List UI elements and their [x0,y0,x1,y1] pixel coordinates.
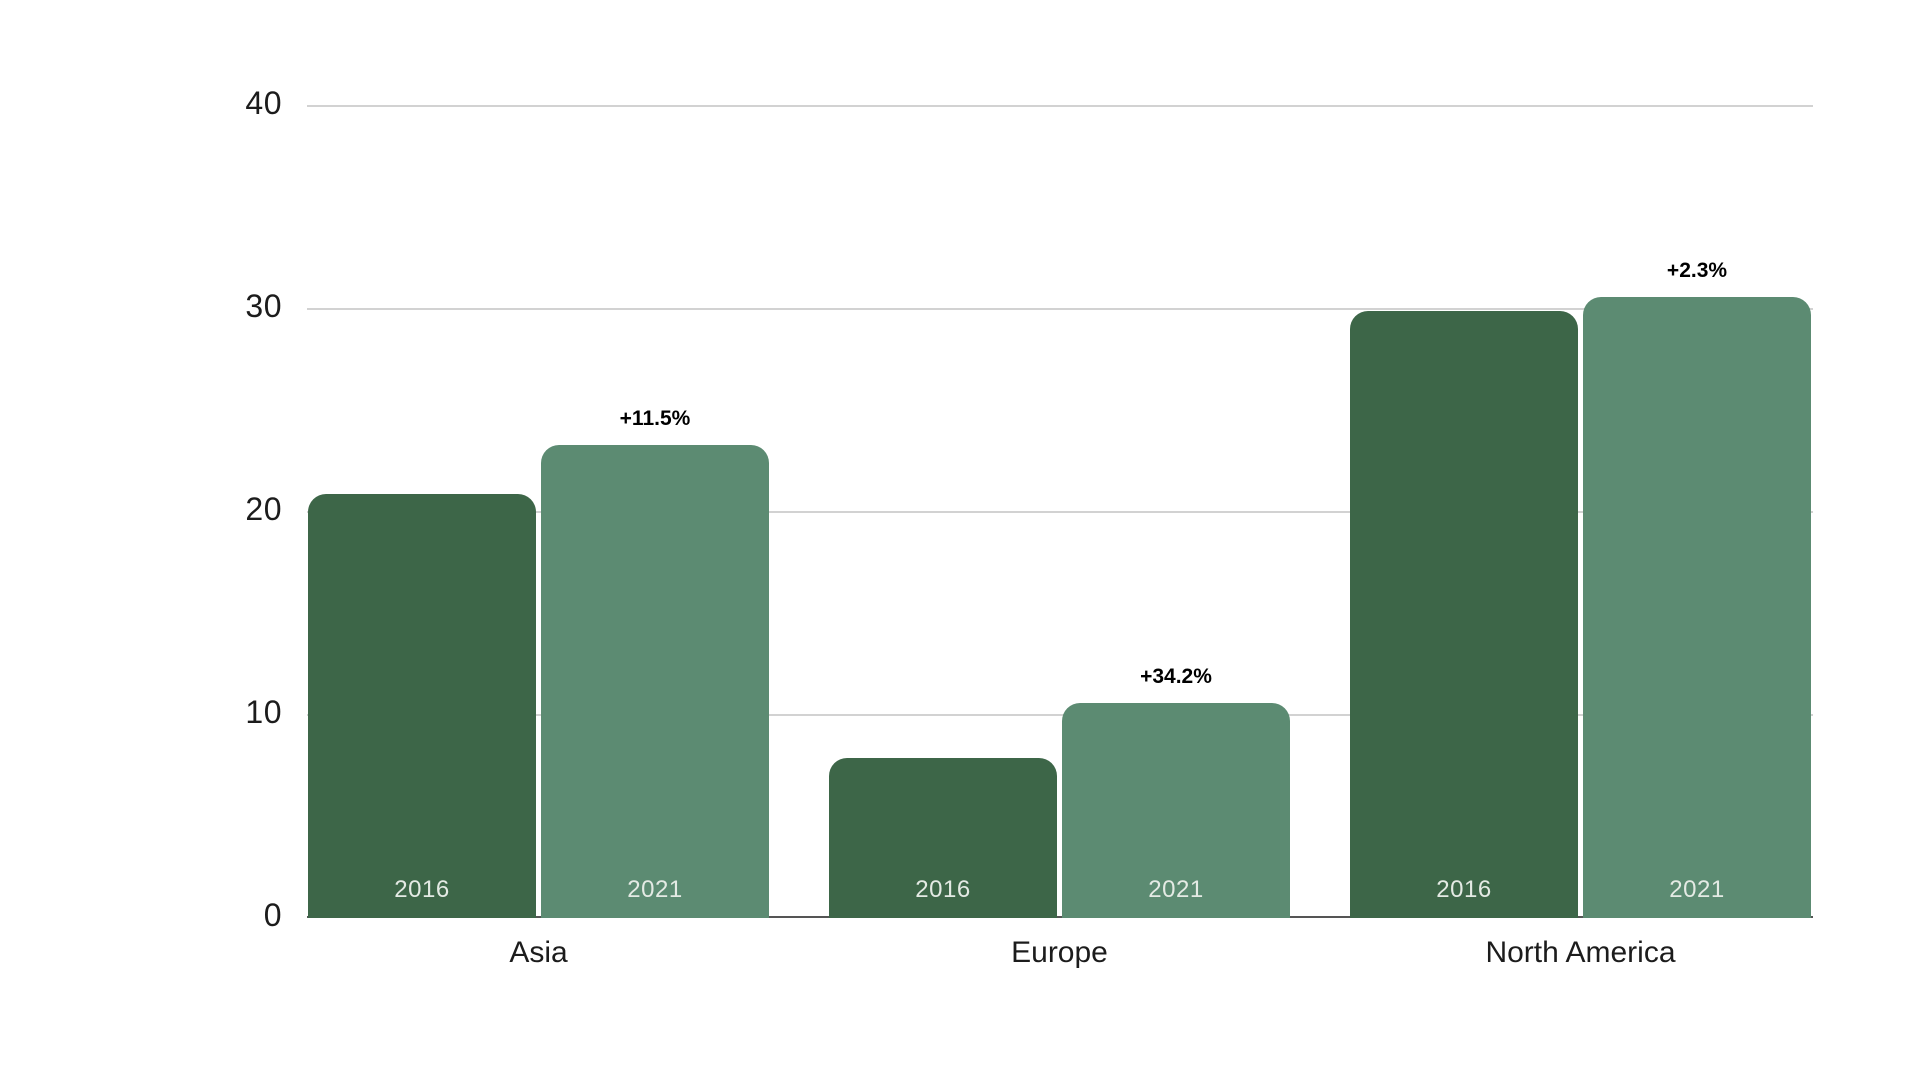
bar-europe-2021: 2021 [1062,702,1290,918]
year-label-europe-2016: 2016 [915,875,971,903]
y-tick-label-30: 30 [245,288,282,324]
gridline-40 [307,105,1813,107]
category-label-asia: Asia [509,936,568,969]
x-axis-baseline [307,916,1813,918]
bar-asia-2021: 2021 [541,445,769,918]
y-tick-label-40: 40 [245,85,282,121]
y-tick-label-0: 0 [263,897,282,933]
bar-europe-2016: 2016 [829,757,1057,918]
change-label-asia: +11.5% [619,407,691,430]
year-label-asia-2021: 2021 [627,875,683,903]
year-label-north-america-2021: 2021 [1669,875,1725,903]
change-label-north-america: +2.3% [1666,258,1728,282]
bar-north-america-2016: 2016 [1350,311,1578,918]
y-tick-label-20: 20 [245,491,282,527]
bar-asia-2016: 2016 [308,493,536,918]
year-label-asia-2016: 2016 [394,875,450,903]
gridline-20 [307,511,1813,513]
gridline-10 [307,714,1813,716]
category-label-europe: Europe [1011,936,1108,969]
bar-north-america-2021: 2021 [1583,296,1811,918]
year-label-europe-2021: 2021 [1148,875,1204,903]
year-label-north-america-2016: 2016 [1436,875,1492,903]
y-tick-label-10: 10 [245,694,282,730]
change-label-europe: +34.2% [1140,664,1212,688]
category-label-north-america: North America [1485,936,1676,969]
gridline-30 [307,308,1813,310]
